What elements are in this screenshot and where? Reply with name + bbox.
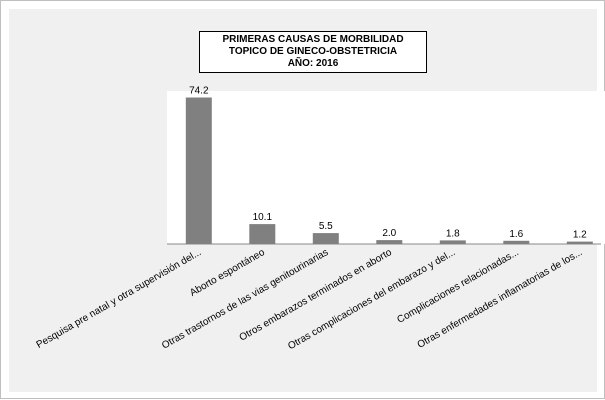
chart-title-line-1: PRIMERAS CAUSAS DE MORBILIDAD — [222, 34, 404, 45]
bar-5 — [439, 240, 466, 244]
bars-group — [185, 97, 593, 245]
bar-4 — [376, 240, 403, 245]
chart-title-line-3: AÑO: 2016 — [287, 58, 339, 69]
plot-area — [167, 91, 605, 244]
data-label-1: 74.2 — [189, 86, 209, 97]
bar-2 — [249, 224, 276, 244]
chart-title-line-2: TOPICO DE GINECO-OBSTETRICIA — [228, 46, 398, 57]
chart-title-box: PRIMERAS CAUSAS DE MORBILIDAD TOPICO DE … — [199, 31, 427, 73]
data-labels-group: 74.2 10.1 5.5 2.0 1.8 1.6 1.2 — [189, 86, 587, 241]
bar-1 — [185, 97, 212, 244]
data-label-4: 2.0 — [382, 228, 396, 239]
data-label-7: 1.2 — [573, 230, 587, 241]
category-labels-group: Pesquisa pre natal y otra supervisión de… — [35, 247, 585, 352]
bar-7 — [566, 241, 593, 244]
data-label-5: 1.8 — [446, 228, 460, 239]
data-label-6: 1.6 — [509, 229, 523, 240]
category-label-6: Complicaciones relacionadas... — [395, 247, 520, 326]
bar-3 — [312, 233, 339, 244]
bar-6 — [503, 240, 530, 244]
data-label-3: 5.5 — [319, 221, 333, 232]
data-label-2: 10.1 — [253, 212, 273, 223]
